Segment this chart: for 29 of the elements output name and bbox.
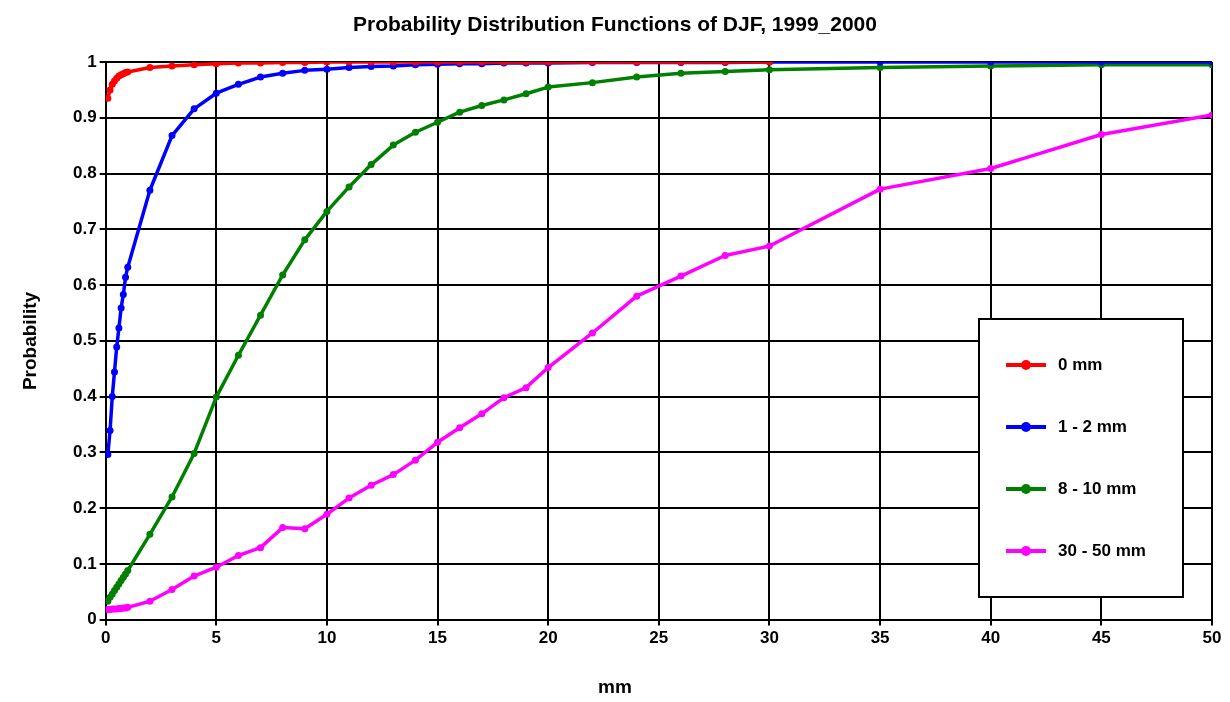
- y-tick-label: 0: [87, 609, 97, 629]
- x-tick-label: 10: [317, 628, 337, 648]
- y-tick-label: 0.8: [72, 163, 97, 183]
- y-axis-title: Probability: [19, 290, 41, 393]
- x-tick-label: 50: [1202, 628, 1222, 648]
- y-tick-label: 0.1: [72, 553, 97, 573]
- legend-label: 0 mm: [1058, 354, 1103, 375]
- y-tick-label: 0.2: [72, 497, 97, 517]
- legend-label: 30 - 50 mm: [1058, 540, 1146, 561]
- x-tick-label: 40: [981, 628, 1001, 648]
- x-tick-label: 35: [870, 628, 890, 648]
- x-tick-label: 0: [100, 628, 111, 648]
- x-tick-label: 45: [1091, 628, 1111, 648]
- y-tick-label: 0.7: [72, 218, 97, 238]
- chart-title: Probability Distribution Functions of DJF, 1999_2000: [352, 12, 878, 36]
- x-tick-label: 5: [211, 628, 221, 648]
- y-tick-label: 0.6: [72, 274, 97, 294]
- legend-label: 1 - 2 mm: [1058, 416, 1127, 437]
- y-tick-label: 0.9: [72, 107, 97, 127]
- y-tick-label: 0.3: [72, 442, 97, 462]
- x-tick-label: 20: [538, 628, 558, 648]
- x-tick-label: 30: [759, 628, 779, 648]
- y-tick-label: 1: [87, 51, 97, 71]
- x-axis-title: mm: [597, 676, 633, 698]
- y-tick-label: 0.5: [72, 330, 97, 350]
- y-tick-label: 0.4: [72, 386, 98, 406]
- x-tick-label: 15: [428, 628, 447, 648]
- x-tick-label: 25: [649, 628, 669, 648]
- legend-label: 8 - 10 mm: [1058, 478, 1137, 499]
